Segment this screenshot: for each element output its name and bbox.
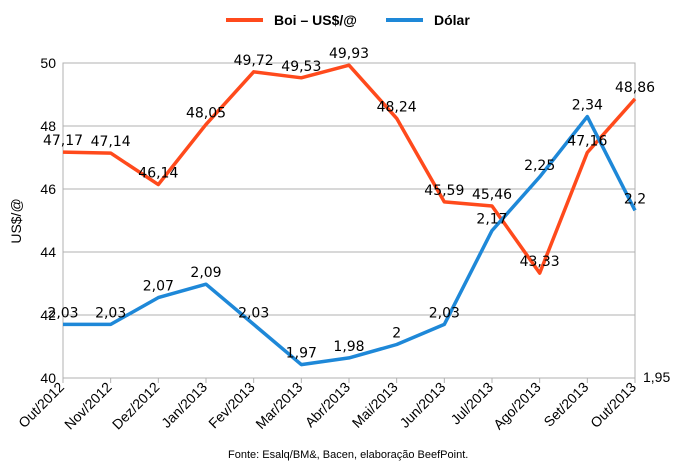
legend-label-boi: Boi – US$/@ xyxy=(274,12,357,28)
data-label-dolar: 2,25 xyxy=(524,158,555,174)
plot-area-border xyxy=(62,62,636,379)
data-label-boi: 47,16 xyxy=(567,133,607,149)
y-axis-ticks: 40 42 44 46 48 50 xyxy=(40,55,56,386)
data-label-dolar: 2,09 xyxy=(190,265,221,281)
data-label-boi: 43,33 xyxy=(520,254,560,270)
x-tick-label: Jul/2013 xyxy=(447,379,496,428)
data-label-dolar: 2,34 xyxy=(572,98,603,114)
x-tick-label: Jan/2013 xyxy=(158,379,210,431)
x-tick-label: Nov/2012 xyxy=(61,379,115,433)
x-tick-label: Jun/2013 xyxy=(396,379,448,431)
x-tick-label: Set/2013 xyxy=(540,379,591,430)
x-tick-label: Abr/2013 xyxy=(302,379,354,431)
data-label-boi: 47,14 xyxy=(91,134,131,150)
data-label-dolar: 2,03 xyxy=(95,305,126,321)
data-label-boi: 49,72 xyxy=(234,53,274,69)
x-tick-label: Out/2013 xyxy=(587,379,639,431)
data-label-dolar: 2,03 xyxy=(238,305,269,321)
data-label-dolar: 2 xyxy=(392,325,401,341)
data-label-dolar: 1,98 xyxy=(333,339,364,355)
data-label-boi: 45,59 xyxy=(424,183,464,199)
x-tick-label: Dez/2012 xyxy=(109,379,163,433)
data-label-dolar: 2,07 xyxy=(143,279,174,295)
series-lines xyxy=(62,63,637,367)
data-label-boi: 45,46 xyxy=(472,187,512,203)
data-labels: 47,17 47,14 46,14 48,05 49,72 49,53 49,93 48,24… xyxy=(43,46,655,361)
legend: Boi – US$/@ Dólar xyxy=(226,12,470,28)
data-label-boi: 48,05 xyxy=(186,105,226,121)
source-note: Fonte: Esalq/BM&, Bacen, elaboração Beef… xyxy=(228,449,468,461)
y-tick-label: 40 xyxy=(40,370,56,386)
data-label-dolar: 2,03 xyxy=(47,305,78,321)
data-label-dolar: 2,03 xyxy=(429,305,460,321)
x-tick-label: Mar/2013 xyxy=(252,379,305,432)
data-label-boi: 49,93 xyxy=(329,46,369,62)
gridlines xyxy=(63,62,635,379)
legend-label-dolar: Dólar xyxy=(434,12,470,28)
series-line-boi xyxy=(62,63,637,275)
data-label-boi: 47,17 xyxy=(43,133,83,149)
y-tick-label: 42 xyxy=(40,307,56,323)
series-line-dolar xyxy=(63,114,637,367)
x-axis-ticks: Out/2012Nov/2012Dez/2012Jan/2013Fev/2013… xyxy=(15,378,639,433)
x-tick-label: Mai/2013 xyxy=(349,379,401,431)
x-tick-label: Fev/2013 xyxy=(205,379,258,432)
data-label-boi: 46,14 xyxy=(138,166,178,182)
secondary-axis-tick: 1,95 xyxy=(643,369,670,385)
data-label-boi: 48,24 xyxy=(377,99,417,115)
data-label-dolar: 2,17 xyxy=(476,212,507,228)
data-label-dolar: 2,2 xyxy=(624,191,646,207)
y-tick-label: 48 xyxy=(40,118,56,134)
data-label-boi: 49,53 xyxy=(281,59,321,75)
y-tick-label: 46 xyxy=(40,181,56,197)
y-tick-label: 44 xyxy=(40,244,56,260)
data-label-dolar: 1,97 xyxy=(286,346,317,362)
y-tick-label: 50 xyxy=(40,55,56,71)
x-tick-label: Out/2012 xyxy=(15,379,67,431)
data-label-boi: 48,86 xyxy=(615,80,655,96)
y-axis-label: US$/@ xyxy=(8,198,24,243)
x-tick-label: Ago/2013 xyxy=(490,379,544,433)
